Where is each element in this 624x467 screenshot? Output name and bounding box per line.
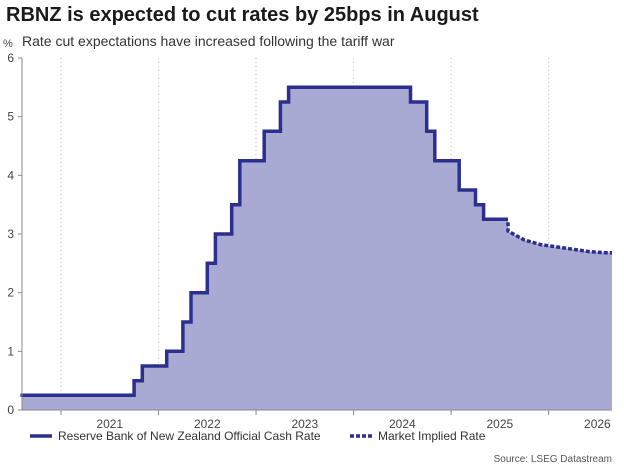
x-tick-label: 2023 bbox=[291, 417, 318, 431]
legend-label: Reserve Bank of New Zealand Official Cas… bbox=[58, 429, 321, 443]
x-tick-label: 2021 bbox=[96, 417, 123, 431]
x-tick-label: 2024 bbox=[389, 417, 416, 431]
legend-label: Market Implied Rate bbox=[378, 429, 486, 443]
series-line-ocr bbox=[20, 85, 508, 398]
chart-subtitle: Rate cut expectations have increased fol… bbox=[22, 33, 395, 49]
x-tick-label: 2025 bbox=[486, 417, 513, 431]
y-tick-label: 3 bbox=[7, 227, 14, 241]
y-tick-label: 4 bbox=[7, 168, 14, 182]
source-note: Source: LSEG Datastream bbox=[494, 454, 612, 465]
y-tick-label: 2 bbox=[7, 286, 14, 300]
rate-area-fill bbox=[20, 87, 612, 411]
axis-layer: 0 1 2 3 4 5 6% 2021 2022 2023 2024 2025 2026 bbox=[3, 38, 612, 431]
line-layer bbox=[20, 85, 612, 398]
x-tick-label: 2026 bbox=[584, 417, 611, 431]
y-unit-label: % bbox=[3, 38, 13, 50]
area-layer bbox=[20, 87, 612, 411]
legend: Reserve Bank of New Zealand Official Cas… bbox=[30, 429, 486, 443]
y-tick-label: 6 bbox=[7, 51, 14, 65]
x-tick-label: 2022 bbox=[194, 417, 221, 431]
series-line-market-implied bbox=[506, 222, 612, 255]
y-tick-label: 5 bbox=[7, 110, 14, 124]
y-tick-label: 0 bbox=[7, 403, 14, 417]
chart-title: RBNZ is expected to cut rates by 25bps i… bbox=[6, 4, 479, 26]
y-tick-label: 1 bbox=[7, 344, 14, 358]
